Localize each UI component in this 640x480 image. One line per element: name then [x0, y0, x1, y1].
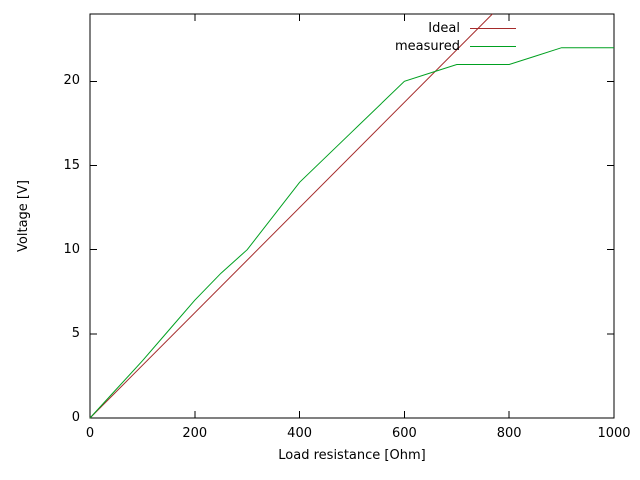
x-tick-label: 600 [391, 426, 417, 441]
x-tick-label: 1000 [597, 426, 631, 441]
x-tick-label: 400 [287, 426, 312, 441]
legend-entry-ideal: Ideal [395, 19, 516, 37]
legend-line-sample-ideal [469, 27, 516, 29]
legend-entry-measured: measured [395, 37, 516, 55]
y-axis-title: Voltage [V] [16, 180, 31, 252]
y-tick-label: 15 [63, 157, 80, 173]
plot-border [89, 13, 615, 419]
legend: Ideal measured [395, 19, 516, 55]
x-tick-label: 0 [85, 426, 95, 441]
legend-label-ideal: Ideal [428, 20, 460, 36]
x-tick-label: 800 [496, 426, 522, 441]
series-line-ideal [89, 13, 493, 419]
y-tick-label: 5 [71, 325, 80, 341]
x-axis-title: Load resistance [Ohm] [278, 448, 426, 463]
series-line-measured [89, 47, 614, 419]
y-tick-label: 20 [63, 73, 80, 89]
x-tick-label: 200 [182, 426, 208, 441]
y-tick-label: 0 [71, 410, 80, 425]
legend-label-measured: measured [395, 38, 460, 54]
legend-line-sample-measured [469, 45, 516, 47]
y-tick-label: 10 [63, 241, 80, 257]
